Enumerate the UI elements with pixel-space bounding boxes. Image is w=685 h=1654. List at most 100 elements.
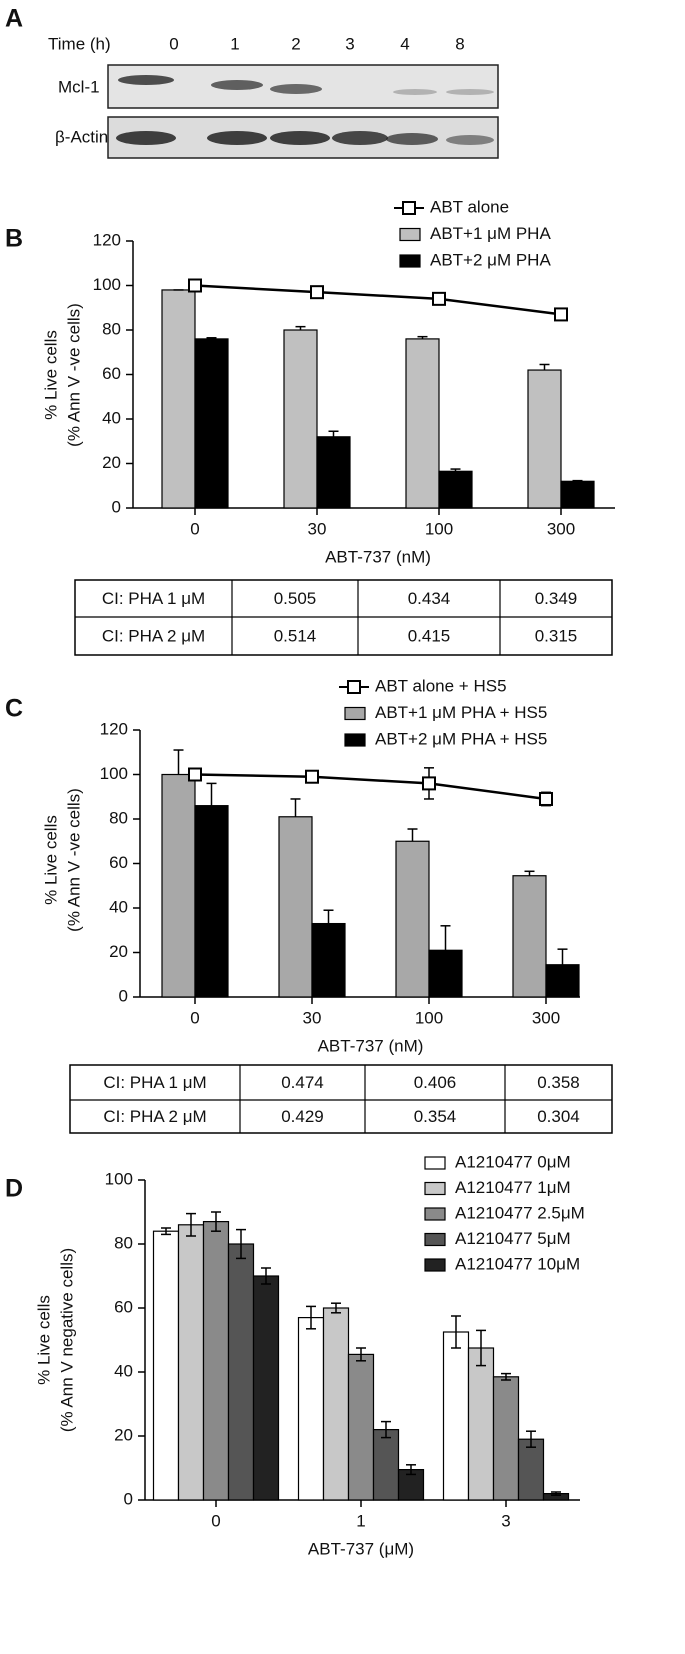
- x-tick-label: 300: [547, 519, 575, 538]
- point: [422, 776, 436, 791]
- y-axis-title: (% Ann V -ve cells): [64, 303, 83, 447]
- x-tick-label: 30: [303, 1008, 322, 1027]
- legend-marker: [402, 201, 416, 215]
- table-cell: CI: PHA 1 μM: [103, 1073, 206, 1092]
- bar: [152, 1230, 180, 1501]
- lane-label: 4: [400, 34, 409, 53]
- x-tick-label: 1: [356, 1511, 365, 1530]
- x-tick-label: 3: [501, 1511, 510, 1530]
- point: [554, 307, 568, 322]
- y-tick-label: 40: [109, 897, 128, 916]
- legend-swatch: [399, 254, 421, 268]
- legend-label: ABT+1 μM PHA + HS5: [375, 703, 547, 722]
- x-axis-title: ABT-737 (μM): [308, 1539, 414, 1558]
- row-label: β-Actin: [55, 127, 108, 146]
- y-tick-label: 80: [109, 808, 128, 827]
- legend-swatch: [424, 1207, 446, 1221]
- point: [305, 769, 319, 784]
- table-cell: 0.354: [414, 1107, 457, 1126]
- lane-label: 2: [291, 34, 300, 53]
- y-axis-title: % Live cells: [41, 815, 60, 905]
- bar: [395, 840, 430, 998]
- y-tick-label: 40: [114, 1361, 133, 1380]
- bar: [512, 875, 547, 998]
- x-tick-label: 30: [308, 519, 327, 538]
- y-tick-label: 60: [114, 1297, 133, 1316]
- legend-swatch: [399, 227, 421, 242]
- table-cell: 0.415: [408, 626, 451, 645]
- bar: [194, 338, 229, 509]
- x-tick-label: 300: [532, 1008, 560, 1027]
- point: [188, 767, 202, 782]
- table-cell: 0.349: [535, 589, 578, 608]
- table-cell: 0.514: [274, 626, 317, 645]
- y-tick-label: 20: [109, 942, 128, 961]
- bar: [560, 480, 595, 509]
- bar: [278, 816, 313, 998]
- bar: [161, 289, 196, 509]
- legend-swatch: [424, 1232, 446, 1247]
- legend-marker: [347, 680, 361, 694]
- point: [188, 278, 202, 293]
- y-axis-title: (% Ann V negative cells): [57, 1248, 76, 1432]
- legend-label: ABT+2 μM PHA: [430, 250, 551, 269]
- table-cell: 0.358: [537, 1073, 580, 1092]
- bar: [438, 470, 473, 509]
- table-cell: CI: PHA 2 μM: [103, 1107, 206, 1126]
- bar: [527, 369, 562, 509]
- y-tick-label: 60: [102, 364, 121, 383]
- bar: [347, 1353, 375, 1501]
- bar: [194, 805, 229, 998]
- legend-swatch: [344, 733, 366, 747]
- bar: [311, 922, 346, 998]
- y-tick-label: 0: [124, 1489, 133, 1508]
- bar: [492, 1376, 520, 1501]
- x-tick-label: 0: [211, 1511, 220, 1530]
- panel-label: B: [5, 225, 23, 253]
- legend-swatch: [344, 706, 366, 721]
- y-tick-label: 120: [100, 719, 128, 738]
- legend-swatch: [424, 1181, 446, 1196]
- bar: [161, 773, 196, 998]
- y-tick-label: 20: [114, 1425, 133, 1444]
- x-tick-label: 100: [415, 1008, 443, 1027]
- table-cell: 0.474: [281, 1073, 324, 1092]
- lane-label: 0: [169, 34, 178, 53]
- table-cell: 0.315: [535, 626, 578, 645]
- legend-swatch: [424, 1258, 446, 1272]
- lane-label: 8: [455, 34, 464, 53]
- bar: [227, 1243, 255, 1501]
- legend-label: ABT+2 μM PHA + HS5: [375, 729, 547, 748]
- panel-label: D: [5, 1175, 23, 1203]
- y-tick-label: 80: [102, 319, 121, 338]
- bar: [372, 1428, 400, 1501]
- lane-label: 3: [345, 34, 354, 53]
- bar: [517, 1438, 545, 1501]
- table-cell: CI: PHA 2 μM: [102, 626, 205, 645]
- bar: [467, 1347, 495, 1501]
- point: [432, 291, 446, 306]
- bar: [283, 329, 318, 509]
- table-cell: 0.505: [274, 589, 317, 608]
- legend-label: ABT+1 μM PHA: [430, 224, 551, 243]
- table-cell: 0.406: [414, 1073, 457, 1092]
- y-tick-label: 20: [102, 453, 121, 472]
- legend-label: A1210477 10μM: [455, 1254, 580, 1273]
- y-tick-label: 0: [119, 986, 128, 1005]
- y-axis-title: % Live cells: [41, 330, 60, 420]
- x-tick-label: 100: [425, 519, 453, 538]
- x-tick-label: 0: [190, 1008, 199, 1027]
- y-tick-label: 100: [105, 1169, 133, 1188]
- legend-label: ABT alone: [430, 197, 509, 216]
- y-axis-title: (% Ann V -ve cells): [64, 788, 83, 932]
- bar: [405, 338, 440, 509]
- time-label: Time (h): [48, 34, 111, 53]
- bar: [316, 436, 351, 509]
- bar: [545, 964, 580, 998]
- lane-label: 1: [230, 34, 239, 53]
- blot-bands: [116, 75, 494, 145]
- panel-label: C: [5, 695, 23, 723]
- point: [539, 791, 553, 806]
- table-cell: CI: PHA 1 μM: [102, 589, 205, 608]
- legend-label: A1210477 2.5μM: [455, 1203, 585, 1222]
